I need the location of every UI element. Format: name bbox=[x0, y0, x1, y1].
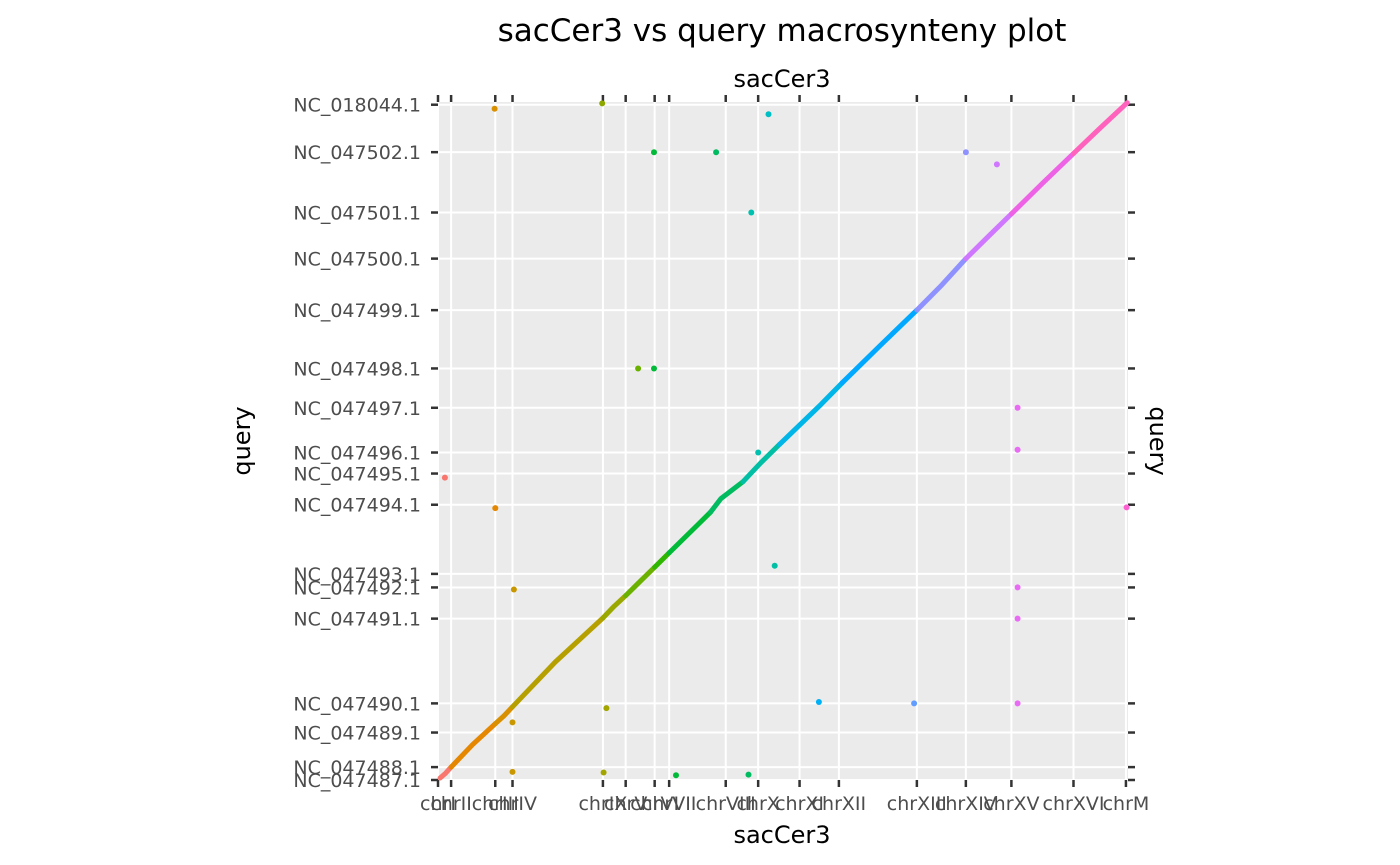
y-tick-label: NC_047493.1 bbox=[293, 564, 421, 586]
synteny-point bbox=[1014, 584, 1021, 591]
synteny-point bbox=[815, 699, 822, 705]
synteny-point bbox=[748, 209, 755, 216]
x-tick-label: chrIII bbox=[472, 793, 519, 815]
y-tick-label: NC_047490.1 bbox=[293, 693, 421, 715]
synteny-points bbox=[441, 100, 1130, 779]
synteny-series bbox=[437, 100, 1130, 781]
y-tick-labels: NC_047487.1NC_047488.1 NC_047489.1 NC_0474… bbox=[293, 95, 421, 792]
synteny-point bbox=[755, 449, 762, 456]
synteny-point bbox=[765, 111, 772, 118]
synteny-point bbox=[1014, 446, 1021, 453]
grid-lines bbox=[437, 102, 1128, 781]
y-axis-right-title: query bbox=[1144, 406, 1172, 475]
synteny-point bbox=[911, 700, 918, 707]
y-tick-label: NC_047491.1 bbox=[293, 609, 421, 631]
x-tick-label: chrXVI bbox=[1043, 793, 1105, 815]
synteny-point bbox=[962, 149, 969, 156]
axis-ticks bbox=[431, 95, 1135, 787]
synteny-point bbox=[651, 365, 657, 372]
y-tick-label: NC_047496.1 bbox=[293, 443, 421, 465]
synteny-segment bbox=[1071, 100, 1130, 156]
x-tick-label: chrXIII bbox=[887, 793, 947, 815]
y-axis-left-title: query bbox=[228, 406, 256, 475]
synteny-segment bbox=[708, 479, 746, 515]
synteny-point bbox=[1123, 504, 1130, 511]
synteny-point bbox=[745, 771, 752, 778]
x-tick-label: chrVIII bbox=[696, 793, 756, 815]
x-tick-label: chrI bbox=[420, 793, 456, 815]
synteny-segment bbox=[600, 593, 629, 621]
synteny-point bbox=[771, 562, 778, 569]
y-tick-label: NC_047489.1 bbox=[293, 723, 421, 745]
synteny-segment bbox=[914, 256, 969, 313]
y-tick-label: NC_018044.1 bbox=[293, 95, 421, 117]
x-axis-top-title: sacCer3 bbox=[733, 65, 830, 93]
y-tick-label: NC_047488.1 bbox=[293, 757, 421, 779]
x-tick-label: chrXI bbox=[775, 793, 824, 815]
synteny-segment bbox=[839, 307, 920, 386]
synteny-segment bbox=[777, 380, 845, 447]
x-tick-label: chrIV bbox=[488, 793, 537, 815]
synteny-point bbox=[635, 365, 642, 372]
synteny-point bbox=[600, 769, 607, 776]
synteny-point bbox=[599, 100, 606, 107]
x-tick-label: chrV bbox=[604, 793, 647, 815]
synteny-point bbox=[651, 149, 657, 156]
y-tick-label: NC_047492.1 bbox=[293, 577, 421, 599]
synteny-segment bbox=[510, 615, 606, 710]
synteny-point bbox=[1014, 404, 1021, 411]
x-tick-label: chrVII bbox=[642, 793, 697, 815]
synteny-segment bbox=[963, 211, 1014, 262]
x-axis-bottom-title: sacCer3 bbox=[733, 821, 830, 849]
x-tick-label: chrII bbox=[430, 793, 472, 815]
y-tick-label: NC_047497.1 bbox=[293, 398, 421, 420]
synteny-point bbox=[441, 474, 448, 481]
y-tick-label: NC_047494.1 bbox=[293, 495, 421, 517]
chart-title: sacCer3 vs query macrosynteny plot bbox=[498, 13, 1067, 49]
synteny-point bbox=[509, 768, 516, 775]
y-tick-label: NC_047501.1 bbox=[293, 203, 421, 225]
synteny-point bbox=[673, 772, 679, 779]
x-tick-label: chrIX bbox=[578, 793, 627, 815]
synteny-point bbox=[713, 149, 720, 156]
y-tick-label: NC_047498.1 bbox=[293, 358, 421, 380]
x-tick-label: chrXV bbox=[983, 793, 1039, 815]
y-tick-label: NC_047502.1 bbox=[293, 142, 421, 164]
synteny-point bbox=[509, 719, 516, 726]
y-tick-label: NC_047495.1 bbox=[293, 464, 421, 486]
y-tick-label: NC_047500.1 bbox=[293, 249, 421, 271]
x-tick-label: chrXIV bbox=[935, 793, 997, 815]
synteny-point bbox=[492, 505, 499, 512]
synteny-segment bbox=[740, 441, 782, 485]
synteny-segment bbox=[623, 564, 658, 599]
x-tick-label: chrXII bbox=[812, 793, 867, 815]
synteny-segment bbox=[1008, 151, 1076, 217]
synteny-point bbox=[1014, 615, 1021, 622]
synteny-segment bbox=[448, 721, 498, 770]
synteny-segment bbox=[666, 509, 713, 556]
y-tick-label: NC_047499.1 bbox=[293, 300, 421, 322]
synteny-segment bbox=[652, 550, 672, 570]
synteny-point bbox=[1014, 700, 1021, 707]
x-tick-label: chrM bbox=[1103, 793, 1150, 815]
x-tick-label: chrX bbox=[736, 793, 779, 815]
y-tick-label: NC_047487.1 bbox=[293, 770, 421, 792]
synteny-point bbox=[510, 586, 517, 593]
synteny-point bbox=[603, 705, 610, 712]
synteny-point bbox=[491, 105, 498, 112]
synteny-segment bbox=[492, 704, 515, 727]
synteny-segment bbox=[437, 764, 454, 781]
synteny-point bbox=[993, 161, 1000, 168]
x-tick-label: chrVI bbox=[630, 793, 679, 815]
